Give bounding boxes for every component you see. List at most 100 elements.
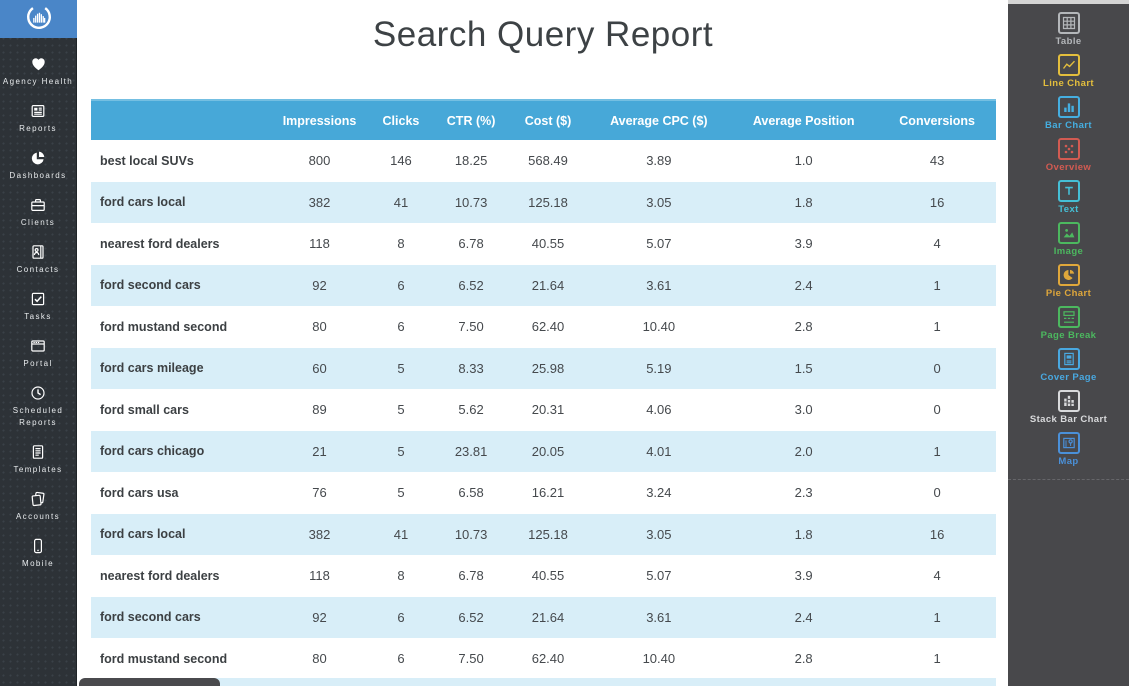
sidebar-item-templates[interactable]: Templates <box>0 436 76 483</box>
value-cell: 41 <box>393 194 409 210</box>
column-header-impressions: Impressions <box>272 99 368 140</box>
sidebar-item-tasks[interactable]: Tasks <box>0 283 76 330</box>
value-cell: 20.05 <box>531 443 565 459</box>
stacked-pages-icon <box>29 490 47 508</box>
table-row[interactable]: ford mustand second 80 6 7.50 62.40 10.40 2.8 1 <box>91 638 996 680</box>
value-cell: 6 <box>397 319 405 335</box>
table-row[interactable]: ford mustand second 80 6 7.50 62.40 10.40 2.8 1 <box>91 306 996 348</box>
query-cell: ford second cars <box>100 610 201 625</box>
value-cell: 7.50 <box>458 651 484 667</box>
table-row[interactable]: nearest ford dealers 118 8 6.78 40.55 5.07 3.9… <box>91 555 996 597</box>
sidebar-item-agency-health[interactable]: Agency Health <box>0 48 76 95</box>
table-row[interactable]: best local SUVs 800 146 18.25 568.49 3.89 1.0 4… <box>91 140 996 182</box>
sidebar-item-contacts[interactable]: Contacts <box>0 236 76 283</box>
widget-table[interactable]: Table <box>1008 9 1129 51</box>
value-cell: 80 <box>312 319 327 335</box>
left-sidebar: Agency Health Reports Dashboards Clients… <box>0 0 77 686</box>
value-cell: 0 <box>933 402 941 418</box>
widget-text[interactable]: Text <box>1008 177 1129 219</box>
value-cell: 16 <box>929 526 945 542</box>
value-cell: 6.78 <box>458 236 484 252</box>
value-cell: 118 <box>309 568 330 584</box>
value-cell: 146 <box>390 153 412 169</box>
widget-label: Image <box>1053 246 1084 257</box>
value-cell: 16 <box>929 194 945 210</box>
value-cell: 5 <box>397 402 405 418</box>
value-cell: 6 <box>397 609 405 625</box>
value-cell: 89 <box>312 402 327 418</box>
value-cell: 3.0 <box>794 402 813 418</box>
value-cell: 23.81 <box>454 443 488 459</box>
nav-item-label: Scheduled Reports <box>12 406 64 427</box>
table-row[interactable]: nearest ford dealers 118 8 6.78 40.55 5.07 3.9… <box>91 223 996 265</box>
column-header-cost: Cost ($) <box>507 99 589 140</box>
column-header-average-position: Average Position <box>728 99 879 140</box>
value-cell: 2.4 <box>794 609 813 625</box>
value-cell: 43 <box>929 153 945 169</box>
widget-line-chart[interactable]: Line Chart <box>1008 51 1129 93</box>
widget-image[interactable]: Image <box>1008 219 1129 261</box>
column-header-conversions: Conversions <box>878 99 996 140</box>
nav-item-label: Mobile <box>22 559 54 568</box>
search-query-table[interactable]: Impressions Clicks CTR (%) Cost ($) Average … <box>91 99 996 680</box>
value-cell: 80 <box>312 651 327 667</box>
widget-overview[interactable]: Overview <box>1008 135 1129 177</box>
value-cell: 10.40 <box>642 651 676 667</box>
table-row[interactable]: ford cars local 382 41 10.73 125.18 3.05 1.8 16 <box>91 513 996 555</box>
sidebar-item-portal[interactable]: Portal <box>0 330 76 377</box>
value-cell: 16.21 <box>531 485 565 501</box>
report-icon <box>29 102 47 120</box>
widget-map[interactable]: Map <box>1008 429 1129 471</box>
table-row[interactable]: ford cars mileage 60 5 8.33 25.98 5.19 1.5 0 <box>91 347 996 389</box>
value-cell: 3.05 <box>646 526 672 542</box>
value-cell: 2.4 <box>794 277 813 293</box>
value-cell: 6.52 <box>458 277 484 293</box>
nav-item-label: Templates <box>13 465 63 474</box>
value-cell: 7.50 <box>458 319 484 335</box>
query-cell: ford mustand second <box>100 651 228 666</box>
value-cell: 5.07 <box>646 568 672 584</box>
table-row[interactable]: ford second cars 92 6 6.52 21.64 3.61 2.4 1 <box>91 264 996 306</box>
value-cell: 2.8 <box>794 319 813 335</box>
briefcase-icon <box>29 196 47 214</box>
value-cell: 60 <box>312 360 327 376</box>
sidebar-item-dashboards[interactable]: Dashboards <box>0 142 76 189</box>
table-row[interactable]: ford cars local 382 41 10.73 125.18 3.05 1.8 16 <box>91 181 996 223</box>
widget-stack-bar-chart[interactable]: Stack Bar Chart <box>1008 387 1129 429</box>
nav-item-label: Portal <box>23 359 53 368</box>
nav-item-label: Contacts <box>16 265 60 274</box>
value-cell: 0 <box>933 360 941 376</box>
value-cell: 6.58 <box>458 485 484 501</box>
widget-bar-chart[interactable]: Bar Chart <box>1008 93 1129 135</box>
value-cell: 62.40 <box>531 319 565 335</box>
value-cell: 1.8 <box>794 526 813 542</box>
value-cell: 1.0 <box>794 153 813 169</box>
sidebar-item-scheduled-reports[interactable]: Scheduled Reports <box>0 377 76 436</box>
query-cell: nearest ford dealers <box>100 236 220 251</box>
sidebar-item-mobile[interactable]: Mobile <box>0 530 76 577</box>
sidebar-item-clients[interactable]: Clients <box>0 189 76 236</box>
value-cell: 3.61 <box>646 277 672 293</box>
sidebar-item-accounts[interactable]: Accounts <box>0 483 76 530</box>
table-row[interactable]: ford cars chicago 21 5 23.81 20.05 4.01 2.0 1 <box>91 430 996 472</box>
value-cell: 6.52 <box>458 609 484 625</box>
query-cell: ford second cars <box>100 278 201 293</box>
column-header-average-cpc: Average CPC ($) <box>588 99 729 140</box>
clock-icon <box>29 384 47 402</box>
value-cell: 4.01 <box>646 443 672 459</box>
value-cell: 10.73 <box>454 194 488 210</box>
widget-page-break[interactable]: Page Break <box>1008 303 1129 345</box>
pie-chart-icon <box>1057 264 1080 286</box>
sidebar-item-reports[interactable]: Reports <box>0 95 76 142</box>
value-cell: 4 <box>933 568 941 584</box>
widget-list: Table Line Chart Bar Chart Overview Text… <box>1008 4 1129 480</box>
table-row[interactable]: ford small cars 89 5 5.62 20.31 4.06 3.0 0 <box>91 389 996 431</box>
widget-cover-page[interactable]: Cover Page <box>1008 345 1129 387</box>
value-cell: 0 <box>933 485 941 501</box>
table-row[interactable]: ford cars usa 76 5 6.58 16.21 3.24 2.3 0 <box>91 472 996 514</box>
value-cell: 40.55 <box>531 236 565 252</box>
widget-pie-chart[interactable]: Pie Chart <box>1008 261 1129 303</box>
nav-item-label: Clients <box>20 218 56 227</box>
table-row[interactable]: ford second cars 92 6 6.52 21.64 3.61 2.4 1 <box>91 596 996 638</box>
app-logo[interactable] <box>0 0 77 38</box>
